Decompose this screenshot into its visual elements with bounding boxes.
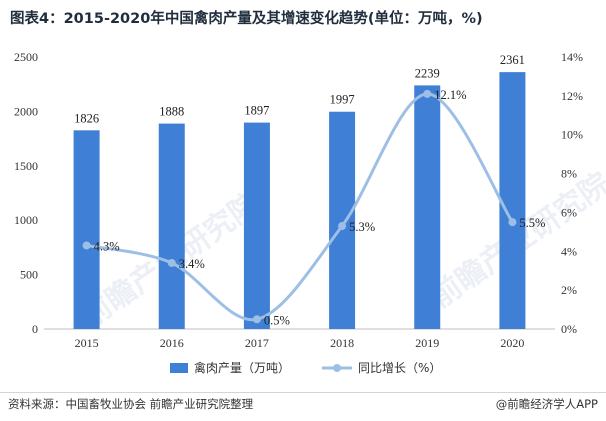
legend-bar-label: 禽肉产量（万吨）: [194, 360, 290, 375]
bar-value-label: 2361: [500, 53, 525, 67]
y-left-tick-label: 1500: [14, 159, 38, 173]
source-note: 资料来源：中国畜牧业协会 前瞻产业研究院整理: [8, 397, 254, 411]
chart-plot: 0 500 1000 1500 2000 2500 0% 2% 4% 6% 8% 10% 12% 14% 2…: [14, 50, 583, 375]
growth-value-label: 0.5%: [264, 313, 290, 327]
growth-value-label: 12.1%: [434, 88, 466, 102]
growth-point: [167, 258, 176, 267]
bar: [73, 130, 100, 329]
growth-point: [508, 218, 517, 227]
x-tick-label: 2018: [330, 336, 354, 350]
bar: [499, 72, 526, 329]
y-right-tick-label: 10%: [561, 128, 583, 142]
growth-value-label: 4.3%: [94, 239, 120, 253]
growth-value-label: 5.3%: [349, 220, 375, 234]
x-tick-label: 2017: [245, 336, 269, 350]
x-tick-label: 2015: [75, 336, 99, 350]
x-tick-label: 2020: [500, 336, 524, 350]
y-right-tick-label: 14%: [561, 50, 583, 64]
bar-value-label: 1888: [159, 105, 184, 119]
y-left-tick-label: 2500: [14, 50, 38, 64]
bar-value-label: 1826: [74, 111, 99, 125]
growth-point: [338, 222, 347, 231]
chart-title: 图表4：2015-2020年中国禽肉产量及其增速变化趋势(单位：万吨，%): [10, 11, 483, 27]
legend-line-marker: [333, 364, 341, 372]
y-right-tick-label: 12%: [561, 89, 583, 103]
legend-line-label: 同比增长（%）: [358, 361, 441, 375]
bar: [414, 85, 441, 330]
x-tick-label: 2016: [160, 336, 184, 350]
y-left-tick-label: 0: [32, 322, 38, 336]
footer: 资料来源：中国畜牧业协会 前瞻产业研究院整理 @前瞻经济学人APP: [0, 392, 606, 415]
growth-point: [82, 241, 91, 250]
brand-credit: @前瞻经济学人APP: [495, 397, 598, 411]
y-right-tick-label: 6%: [561, 205, 577, 219]
bar: [158, 123, 185, 329]
y-right-tick-label: 0%: [561, 322, 577, 336]
y-right-tick-label: 2%: [561, 283, 577, 297]
bar: [243, 122, 270, 329]
y-right-tick-label: 8%: [561, 167, 577, 181]
bar-value-label: 1997: [330, 93, 355, 107]
bar: [329, 111, 356, 329]
growth-value-label: 3.4%: [179, 257, 205, 271]
bar-value-label: 1897: [244, 104, 269, 118]
growth-series-line: [86, 92, 514, 322]
x-tick-label: 2019: [415, 336, 439, 350]
y-left-tick-label: 500: [20, 268, 38, 282]
bar-value-label: 2239: [415, 66, 440, 80]
y-left-tick-label: 1000: [14, 213, 38, 227]
y-right-tick-label: 4%: [561, 244, 577, 258]
growth-point: [252, 315, 261, 324]
y-left-tick-label: 2000: [14, 104, 38, 118]
growth-point: [423, 89, 432, 98]
legend-bar-swatch: [170, 363, 188, 373]
growth-value-label: 5.5%: [519, 216, 545, 230]
